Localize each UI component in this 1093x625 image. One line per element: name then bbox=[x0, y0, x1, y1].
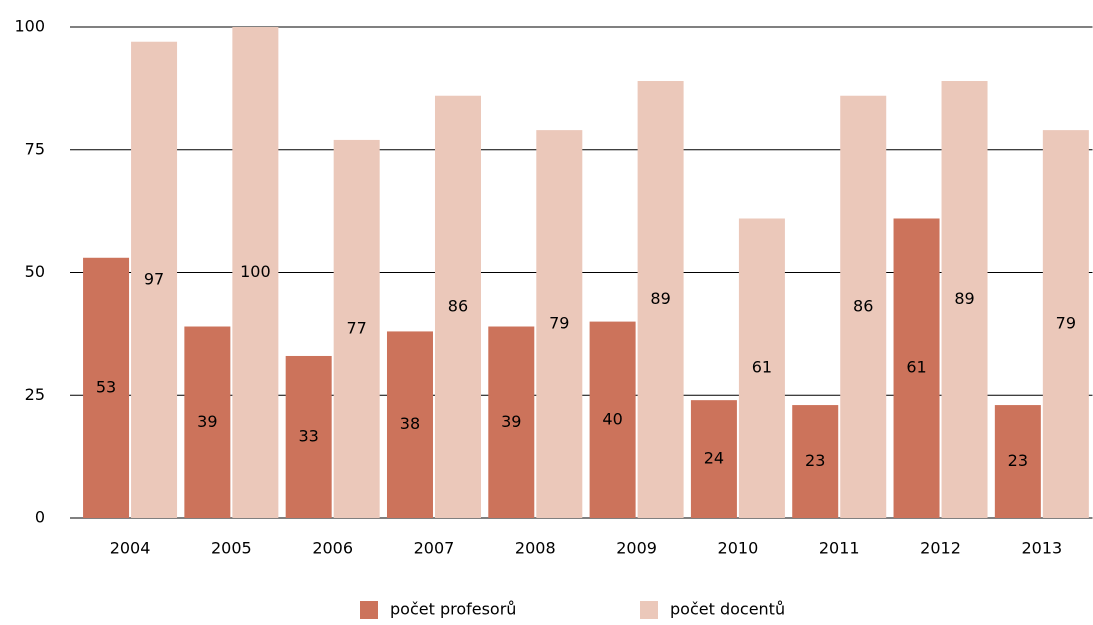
bar bbox=[1042, 130, 1089, 519]
bar bbox=[386, 331, 433, 518]
x-tick-label: 2007 bbox=[414, 539, 455, 558]
data-label: 39 bbox=[501, 412, 521, 431]
bar bbox=[184, 326, 231, 518]
legend-label: počet profesorů bbox=[390, 600, 516, 619]
y-tick-label: 0 bbox=[35, 508, 45, 527]
bar bbox=[333, 139, 380, 518]
y-tick-label: 25 bbox=[25, 385, 45, 404]
legend-swatch bbox=[360, 601, 378, 619]
y-tick-label: 50 bbox=[25, 262, 45, 281]
data-label: 53 bbox=[96, 377, 116, 396]
x-tick-label: 2011 bbox=[819, 539, 860, 558]
data-label: 100 bbox=[240, 262, 271, 281]
data-label: 77 bbox=[346, 318, 366, 337]
data-label: 89 bbox=[954, 289, 974, 308]
bar bbox=[232, 27, 279, 518]
bar bbox=[690, 400, 737, 518]
bar bbox=[589, 321, 636, 518]
data-label: 24 bbox=[704, 449, 724, 468]
bar bbox=[285, 355, 332, 518]
y-tick-label: 100 bbox=[14, 17, 45, 36]
data-label: 33 bbox=[298, 426, 318, 445]
data-label: 61 bbox=[752, 358, 772, 377]
bar bbox=[738, 218, 785, 519]
x-tick-label: 2012 bbox=[920, 539, 961, 558]
y-tick-label: 75 bbox=[25, 139, 45, 158]
x-tick-label: 2004 bbox=[110, 539, 151, 558]
x-tick-label: 2013 bbox=[1021, 539, 1062, 558]
bar bbox=[131, 41, 178, 518]
x-tick-label: 2009 bbox=[616, 539, 657, 558]
data-label: 79 bbox=[1056, 314, 1076, 333]
data-label: 86 bbox=[853, 296, 873, 315]
data-label: 89 bbox=[650, 289, 670, 308]
x-tick-label: 2008 bbox=[515, 539, 556, 558]
legend-swatch bbox=[640, 601, 658, 619]
bar bbox=[994, 405, 1041, 518]
data-label: 39 bbox=[197, 412, 217, 431]
data-label: 23 bbox=[805, 451, 825, 470]
bar bbox=[893, 218, 940, 519]
bar bbox=[840, 95, 887, 519]
data-label: 97 bbox=[144, 269, 164, 288]
x-tick-label: 2005 bbox=[211, 539, 252, 558]
bar bbox=[792, 405, 839, 518]
data-label: 86 bbox=[448, 296, 468, 315]
bar bbox=[488, 326, 535, 518]
bar bbox=[434, 95, 481, 519]
legend-label: počet docentů bbox=[670, 600, 785, 619]
x-tick-label: 2010 bbox=[718, 539, 759, 558]
bar bbox=[536, 130, 583, 519]
data-label: 61 bbox=[906, 358, 926, 377]
data-label: 40 bbox=[602, 409, 622, 428]
data-label: 23 bbox=[1008, 451, 1028, 470]
bar bbox=[637, 81, 684, 518]
bar bbox=[941, 81, 988, 518]
data-label: 79 bbox=[549, 314, 569, 333]
data-label: 38 bbox=[400, 414, 420, 433]
x-tick-label: 2006 bbox=[312, 539, 353, 558]
bar bbox=[83, 257, 130, 518]
